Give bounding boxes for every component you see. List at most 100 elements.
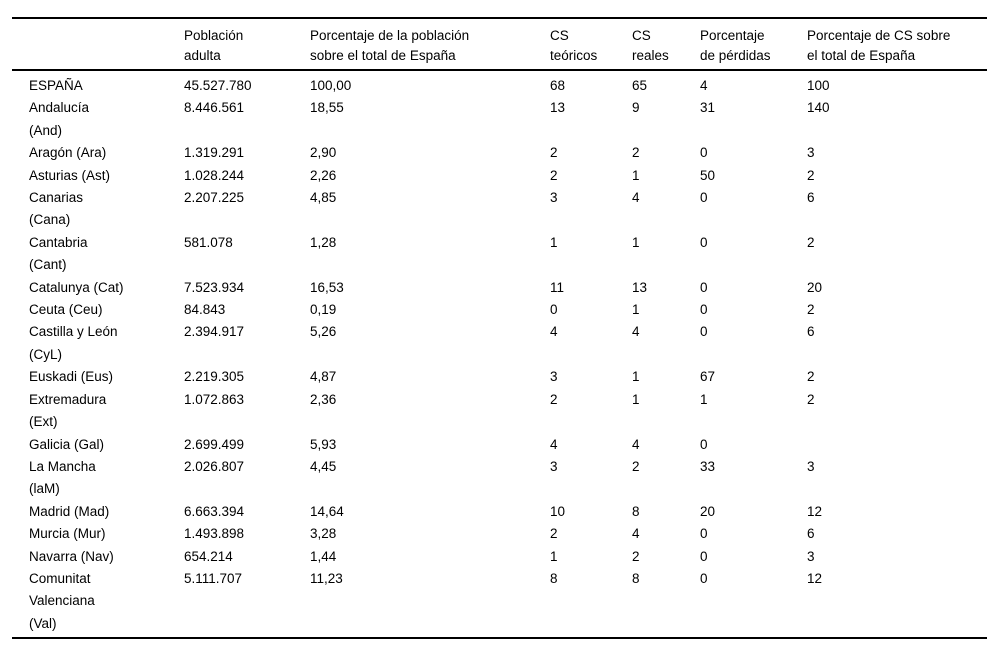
value-cell: 6 <box>807 324 815 340</box>
value-cell: 33 <box>700 458 716 474</box>
value-cell: 50 <box>700 167 716 183</box>
value-cell: 18,55 <box>310 100 344 116</box>
region-label-cell: Cantabria (Cant) <box>29 234 88 273</box>
header-cell: CS reales <box>632 18 700 71</box>
value-cell: 4 <box>550 436 558 452</box>
region-label-cell: Murcia (Mur) <box>29 526 106 542</box>
value-cell: 4 <box>550 324 558 340</box>
value-cell: 4,45 <box>310 458 337 474</box>
region-label-cell: La Mancha (laM) <box>29 458 96 497</box>
table-row: Murcia (Mur) 1.493.898 3,28 2 4 0 6 <box>12 523 987 545</box>
value-cell: 2.219.305 <box>184 369 245 385</box>
value-cell: 11,23 <box>310 570 343 586</box>
value-cell: 1 <box>632 167 640 183</box>
value-cell: 2.699.499 <box>184 436 245 452</box>
value-cell: 1 <box>632 369 640 385</box>
value-cell: 0,19 <box>310 302 337 318</box>
value-cell: 1,44 <box>310 548 337 564</box>
header-row: Población adulta Porcentaje de la poblaci… <box>12 18 987 71</box>
value-cell: 13 <box>632 279 648 295</box>
value-cell: 3 <box>550 458 558 474</box>
table-row: Aragón (Ara) 1.319.291 2,90 2 2 0 3 <box>12 142 987 164</box>
value-cell: 7.523.934 <box>184 279 245 295</box>
value-cell: 1 <box>550 548 558 564</box>
value-cell: 8.446.561 <box>184 100 245 116</box>
table-body: ESPAÑA 45.527.780 100,00 68 65 4 100 Andalucía … <box>12 70 987 638</box>
region-label-cell: Euskadi (Eus) <box>29 369 114 385</box>
value-cell: 20 <box>700 503 716 519</box>
value-cell: 5.111.707 <box>184 570 243 586</box>
value-cell: 4 <box>632 526 640 542</box>
region-label-cell: Comunitat Valenciana (Val) <box>29 570 95 631</box>
value-cell: 10 <box>550 503 566 519</box>
table-row: Cantabria (Cant) 581.078 1,28 1 1 0 2 <box>12 232 987 277</box>
value-cell: 68 <box>550 78 566 93</box>
value-cell: 0 <box>700 302 708 318</box>
value-cell: 0 <box>700 548 708 564</box>
value-cell: 14,64 <box>310 503 344 519</box>
value-cell: 2.026.807 <box>184 458 245 474</box>
value-cell: 2 <box>632 458 640 474</box>
value-cell: 3 <box>807 548 815 564</box>
value-cell: 0 <box>700 190 708 206</box>
value-cell: 140 <box>807 100 830 116</box>
value-cell: 1.493.898 <box>184 526 245 542</box>
value-cell: 5,93 <box>310 436 337 452</box>
value-cell: 2,90 <box>310 145 337 161</box>
value-cell: 3 <box>807 145 815 161</box>
value-cell: 11 <box>550 279 565 295</box>
value-cell: 1.072.863 <box>184 391 245 407</box>
table-row: Castilla y León (CyL) 2.394.917 5,26 4 4 0 6 <box>12 321 987 366</box>
value-cell: 2.207.225 <box>184 190 245 206</box>
region-label-cell: Canarias (Cana) <box>29 190 84 228</box>
value-cell: 2 <box>550 526 558 542</box>
table-row: Andalucía (And) 8.446.561 18,55 13 9 31 140 <box>12 97 987 142</box>
value-cell: 3 <box>550 190 558 206</box>
value-cell: 4,85 <box>310 190 337 206</box>
region-label-cell: Madrid (Mad) <box>29 503 110 519</box>
value-cell: 4 <box>632 190 640 206</box>
value-cell: 2 <box>807 167 815 183</box>
value-cell: 2 <box>550 167 558 183</box>
value-cell: 9 <box>632 100 640 116</box>
value-cell: 31 <box>700 100 716 116</box>
value-cell: 2.394.917 <box>184 324 245 340</box>
table-row: Navarra (Nav) 654.214 1,44 1 2 0 3 <box>12 546 987 568</box>
value-cell: 6 <box>807 190 815 206</box>
value-cell: 1.028.244 <box>184 167 245 183</box>
value-cell: 4 <box>632 324 640 340</box>
value-cell: 3 <box>550 369 558 385</box>
value-cell: 4 <box>632 436 640 452</box>
value-cell: 5,26 <box>310 324 337 340</box>
header-cell: CS teóricos <box>550 18 632 71</box>
region-label-cell: Ceuta (Ceu) <box>29 302 103 318</box>
value-cell: 654.214 <box>184 548 233 564</box>
table-row: Comunitat Valenciana (Val) 5.111.707 11,23… <box>12 568 987 638</box>
value-cell: 13 <box>550 100 566 116</box>
value-cell: 20 <box>807 279 823 295</box>
value-cell: 2 <box>632 548 640 564</box>
region-label-cell: Extremadura (Ext) <box>29 391 107 430</box>
region-label-cell: Galicia (Gal) <box>29 436 105 452</box>
value-cell <box>807 434 987 456</box>
value-cell: 581.078 <box>184 234 233 250</box>
table-header: Población adulta Porcentaje de la poblaci… <box>12 18 987 71</box>
table-row: Euskadi (Eus) 2.219.305 4,87 3 1 67 2 <box>12 366 987 388</box>
value-cell: 0 <box>700 436 708 452</box>
table-row: Asturias (Ast) 1.028.244 2,26 2 1 50 2 <box>12 165 987 187</box>
region-label-cell: Andalucía (And) <box>29 100 90 138</box>
value-cell: 0 <box>700 526 708 542</box>
value-cell: 2 <box>550 145 558 161</box>
value-cell: 1.319.291 <box>184 145 245 161</box>
region-label-cell: Castilla y León (CyL) <box>29 324 118 362</box>
value-cell: 8 <box>550 570 558 586</box>
table-row: Canarias (Cana) 2.207.225 4,85 3 4 0 6 <box>12 187 987 232</box>
value-cell: 0 <box>700 279 708 295</box>
value-cell: 1,28 <box>310 234 337 250</box>
value-cell: 67 <box>700 369 716 385</box>
value-cell: 4 <box>700 78 708 93</box>
value-cell: 8 <box>632 503 640 519</box>
region-label-cell: ESPAÑA <box>29 78 83 93</box>
table-row: ESPAÑA 45.527.780 100,00 68 65 4 100 <box>12 70 987 97</box>
value-cell: 1 <box>632 234 640 250</box>
